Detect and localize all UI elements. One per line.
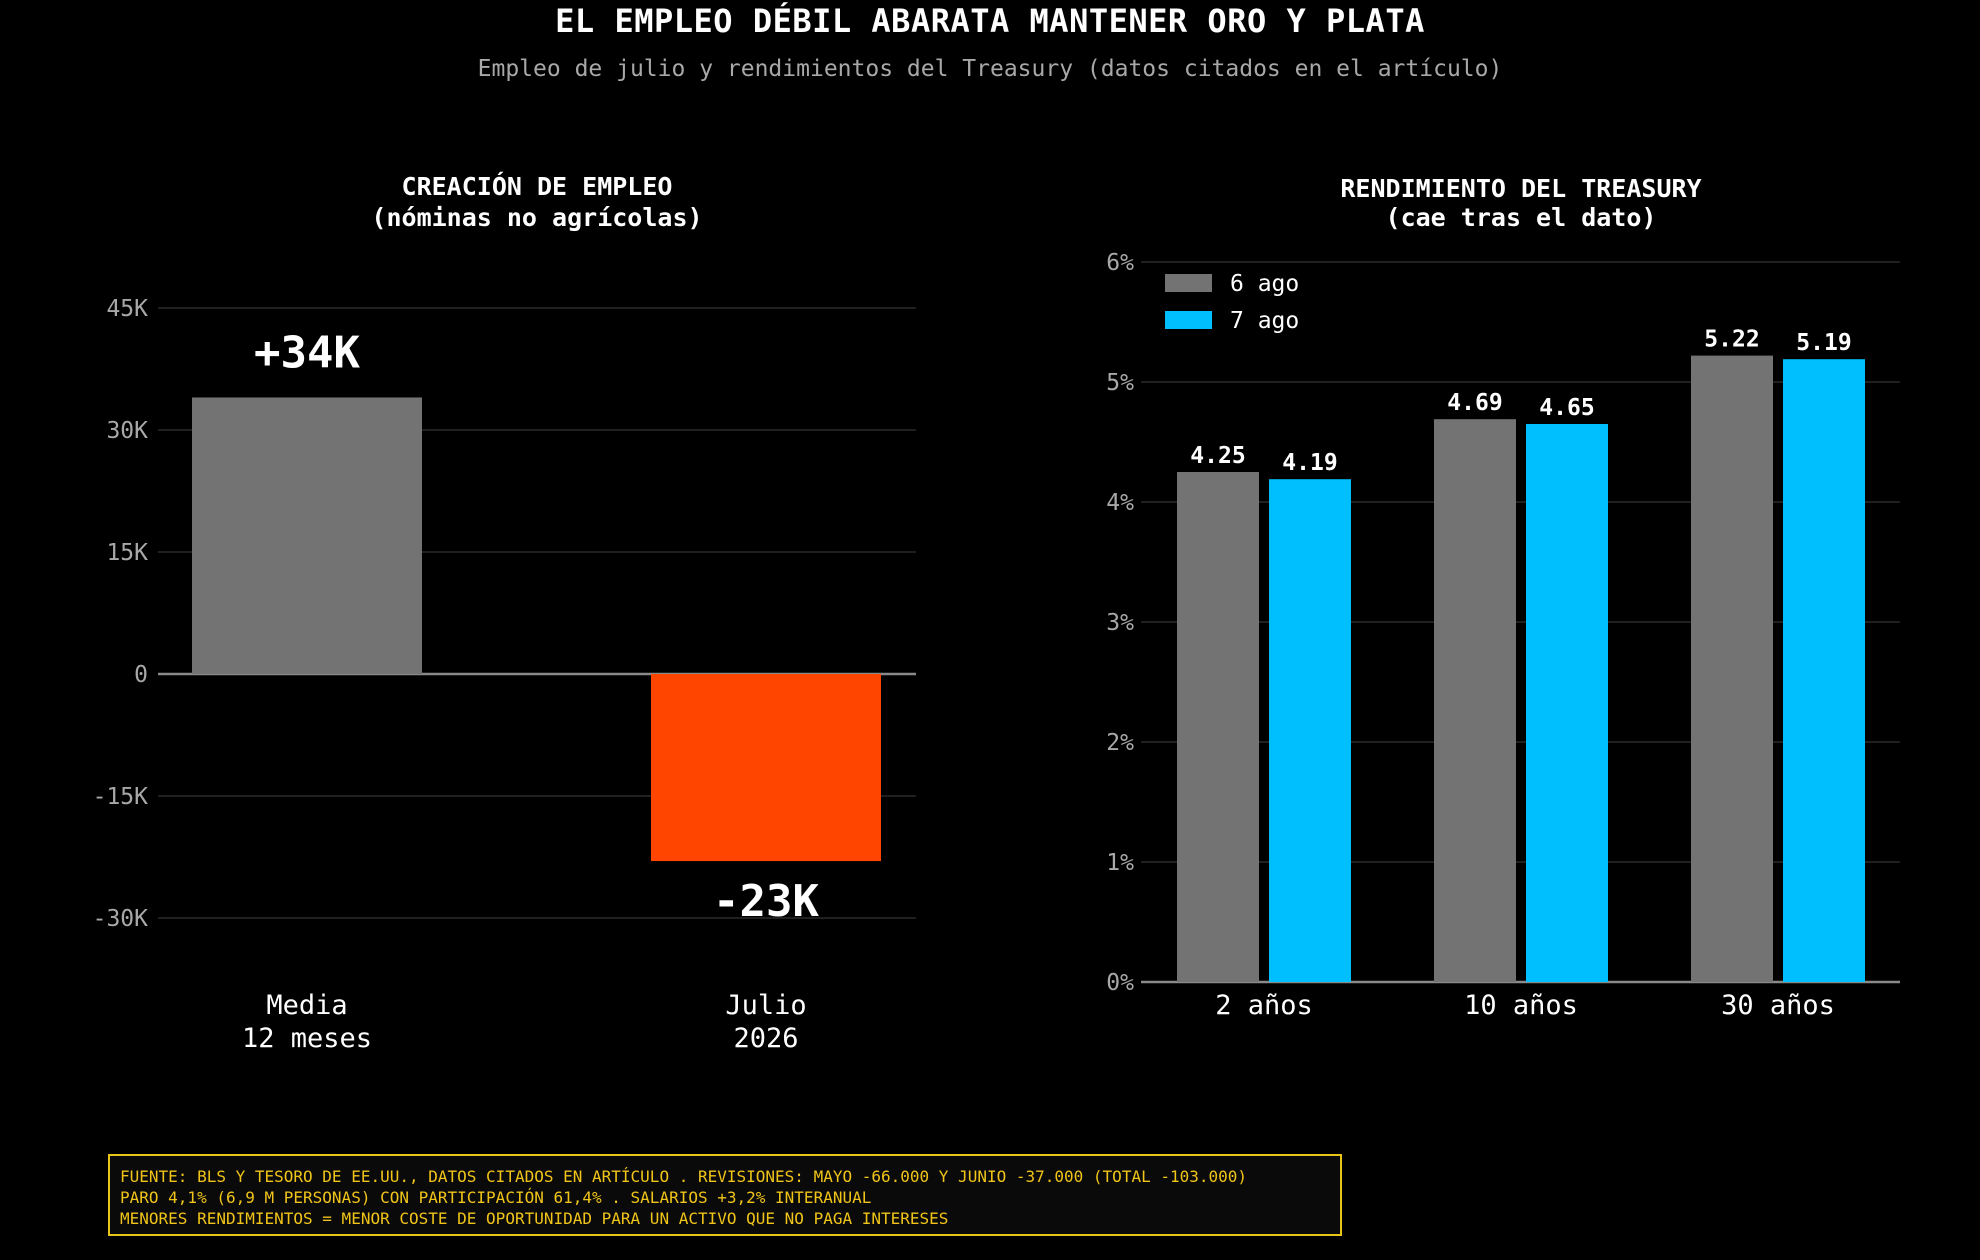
bar (1177, 472, 1259, 982)
y-tick-label: 45K (106, 296, 148, 322)
data-label: +34K (254, 327, 360, 378)
y-tick-label: 2% (1106, 730, 1134, 756)
data-label: 5.22 (1704, 327, 1759, 353)
bar (1434, 419, 1516, 982)
bar (1691, 355, 1773, 983)
treasury-chart: RENDIMIENTO DEL TREASURY (cae tras el da… (1106, 174, 1900, 1021)
y-tick-label: -15K (93, 784, 149, 810)
data-label: 4.69 (1447, 390, 1502, 416)
legend-swatch (1165, 311, 1212, 329)
data-label: 4.25 (1190, 443, 1245, 469)
bar (651, 674, 881, 862)
y-tick-label: 3% (1106, 610, 1134, 636)
bar (1783, 359, 1865, 982)
footnote-line: MENORES RENDIMIENTOS = MENOR COSTE DE OP… (120, 1209, 949, 1228)
treasury-chart-subtitle: (cae tras el dato) (1386, 203, 1657, 232)
legend-label: 6 ago (1230, 271, 1299, 297)
source-footnote: FUENTE: BLS Y TESORO DE EE.UU., DATOS CI… (108, 1154, 1342, 1236)
bar (192, 397, 422, 674)
employment-chart-title: CREACIÓN DE EMPLEO (402, 171, 673, 201)
main-title: EL EMPLEO DÉBIL ABARATA MANTENER ORO Y P… (555, 2, 1425, 40)
x-tick-label: 10 años (1464, 990, 1578, 1021)
x-tick-label: 30 años (1721, 990, 1835, 1021)
footnote-line: FUENTE: BLS Y TESORO DE EE.UU., DATOS CI… (120, 1167, 1248, 1186)
x-tick-label: 2 años (1215, 990, 1313, 1021)
x-tick-label: Julio (725, 990, 806, 1021)
bar (1526, 424, 1608, 982)
subtitle: Empleo de julio y rendimientos del Treas… (477, 56, 1503, 82)
data-label: 4.65 (1539, 395, 1594, 421)
y-tick-label: -30K (93, 906, 149, 932)
y-tick-label: 6% (1106, 250, 1134, 276)
y-tick-label: 15K (106, 540, 148, 566)
x-tick-label: 12 meses (242, 1023, 372, 1054)
legend-label: 7 ago (1230, 308, 1299, 334)
employment-chart-subtitle: (nóminas no agrícolas) (371, 203, 702, 232)
bar (1269, 479, 1351, 982)
footnote-line: PARO 4,1% (6,9 M PERSONAS) CON PARTICIPA… (120, 1188, 872, 1207)
data-label: 5.19 (1796, 330, 1851, 356)
legend-swatch (1165, 274, 1212, 292)
y-tick-label: 0% (1106, 970, 1134, 996)
treasury-chart-title: RENDIMIENTO DEL TREASURY (1340, 174, 1701, 203)
data-label: 4.19 (1282, 450, 1337, 476)
y-tick-label: 1% (1106, 850, 1134, 876)
y-tick-label: 5% (1106, 370, 1134, 396)
y-tick-label: 4% (1106, 490, 1134, 516)
y-tick-label: 30K (106, 418, 148, 444)
charts-canvas: CREACIÓN DE EMPLEO (nóminas no agrícolas… (93, 171, 1900, 1054)
y-tick-label: 0 (134, 662, 148, 688)
data-label: -23K (713, 876, 819, 927)
x-tick-label: 2026 (733, 1023, 798, 1054)
x-tick-label: Media (266, 990, 347, 1021)
employment-chart: CREACIÓN DE EMPLEO (nóminas no agrícolas… (93, 171, 916, 1054)
